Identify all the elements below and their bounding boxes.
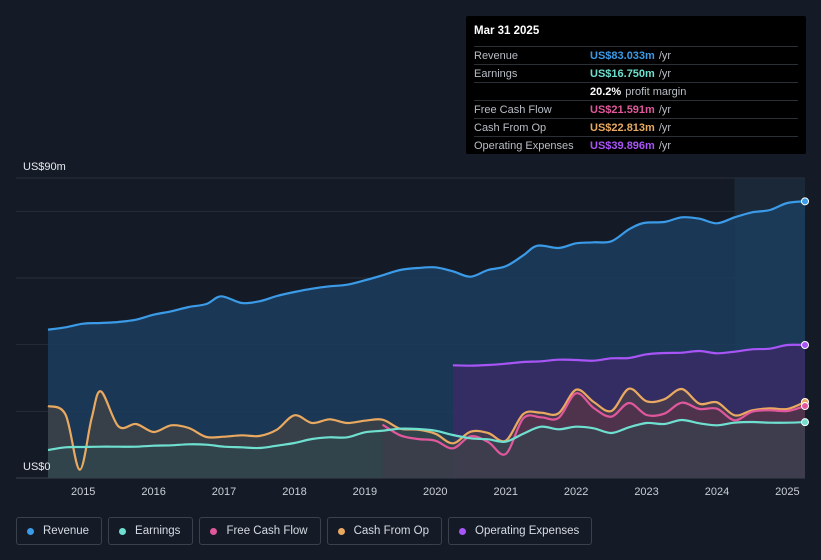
series-areas [48, 201, 805, 479]
tooltip-row-label: Earnings [474, 67, 518, 80]
earnings-area [48, 419, 805, 478]
y-axis-max-label: US$90m [23, 161, 66, 173]
x-tick-label: 2025 [775, 486, 799, 498]
tooltip-row: Free Cash Flow US$21.591m/yr [474, 101, 798, 119]
x-tick-label: 2023 [634, 486, 658, 498]
x-tick-label: 2021 [493, 486, 517, 498]
legend-dot-icon [27, 527, 34, 535]
operating-expenses-area [452, 344, 805, 478]
financial-chart: US$90m US$0 2015 2016 2017 2018 2019 2020 2021… [16, 161, 809, 498]
tooltip-row-unit: /yr [658, 121, 672, 134]
y-axis-min-label: US$0 [23, 461, 51, 473]
legend-label: Cash From Op [353, 525, 430, 537]
operating-expenses-end-marker [801, 341, 809, 349]
x-tick-label: 2019 [353, 486, 377, 498]
revenue-line [47, 200, 806, 331]
legend-dot-icon [459, 527, 467, 535]
operating-expenses-line [452, 343, 806, 367]
legend-dot-icon [337, 527, 345, 535]
x-tick-label: 2016 [141, 486, 165, 498]
tooltip-row: Cash From Op US$22.813m/yr [474, 119, 798, 137]
legend-operating-expenses-toggle[interactable]: Operating Expenses [448, 517, 593, 545]
free-cash-flow-line [381, 392, 806, 456]
legend-label: Free Cash Flow [226, 525, 308, 537]
earnings-end-marker [801, 418, 809, 427]
tooltip-row-unit: /yr [658, 67, 672, 80]
tooltip-date: Mar 31 2025 [474, 24, 798, 47]
tooltip-row-label: Operating Expenses [474, 139, 574, 152]
earnings-line [47, 418, 806, 452]
x-tick-label: 2017 [212, 486, 236, 498]
free-cash-flow-area [382, 393, 805, 478]
x-tick-label: 2022 [564, 486, 588, 498]
x-tick-label: 2015 [71, 486, 95, 498]
series-end-markers [801, 197, 809, 427]
chart-legend: Revenue Earnings Free Cash Flow Cash From O… [16, 517, 593, 545]
tooltip-row-value: US$22.813m [590, 121, 655, 134]
tooltip-row-value: US$21.591m [590, 103, 655, 116]
legend-label: Revenue [43, 525, 90, 537]
legend-label: Earnings [135, 525, 181, 537]
legend-earnings-toggle[interactable]: Earnings [108, 517, 194, 545]
tooltip-row-unit: /yr [658, 49, 672, 62]
tooltip-row-value: 20.2% [590, 85, 622, 98]
tooltip-row-unit: /yr [658, 139, 672, 152]
tooltip-row-value: US$83.033m [590, 49, 655, 62]
tooltip-row-value: US$39.896m [590, 139, 655, 152]
tooltip-rows: Revenue US$83.033m/yr Earnings US$16.750m/y… [474, 47, 798, 154]
legend-dot-icon [210, 527, 218, 535]
tooltip-row-unit: /yr [658, 103, 672, 116]
x-tick-label: 2018 [282, 486, 306, 498]
tooltip-row-unit: profit margin [625, 85, 687, 98]
tooltip-row: 20.2% profit margin [474, 83, 798, 101]
tooltip-row-label: Revenue [474, 49, 519, 62]
legend-cash-from-op-toggle[interactable]: Cash From Op [326, 517, 443, 545]
x-tick-label: 2020 [423, 486, 447, 498]
tooltip-row-label: Free Cash Flow [474, 103, 552, 116]
revenue-end-marker [801, 197, 809, 206]
tooltip-row-value: US$16.750m [590, 67, 655, 80]
series-lines [47, 200, 806, 471]
tooltip-row: Revenue US$83.033m/yr [474, 47, 798, 65]
data-tooltip: Mar 31 2025 Revenue US$83.033m/yr Earnings… [466, 16, 806, 154]
legend-label: Operating Expenses [475, 525, 580, 537]
tooltip-row: Earnings US$16.750m/yr [474, 65, 798, 83]
legend-revenue-toggle[interactable]: Revenue [16, 517, 103, 545]
legend-free-cash-flow-toggle[interactable]: Free Cash Flow [199, 517, 321, 545]
legend-dot-icon [119, 527, 127, 535]
cash-from-op-area [48, 388, 805, 478]
tooltip-row: Operating Expenses US$39.896m/yr [474, 137, 798, 154]
x-tick-label: 2024 [705, 486, 729, 498]
x-axis-ticks: 2015 2016 2017 2018 2019 2020 2021 2022 2023 2024… [71, 486, 800, 498]
tooltip-row-label: Cash From Op [474, 121, 547, 134]
free-cash-flow-end-marker [801, 402, 809, 410]
